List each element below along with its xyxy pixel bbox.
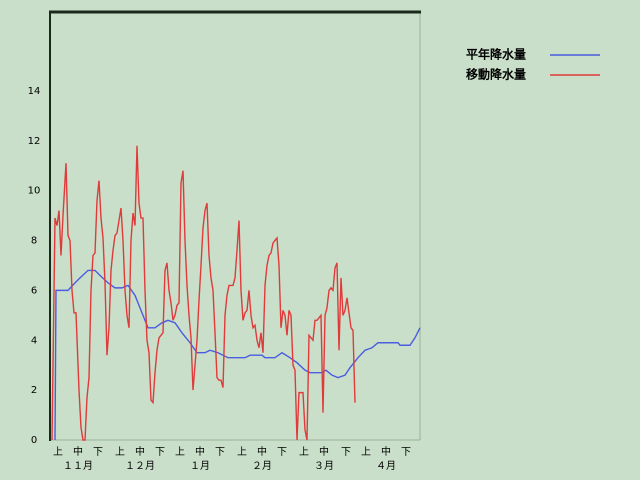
month-label: １２月: [125, 460, 155, 472]
month-label: ２月: [252, 460, 272, 472]
x-tick-label: 中: [257, 445, 267, 458]
month-label: ３月: [314, 460, 334, 472]
y-tick-label: 14: [28, 86, 41, 97]
x-tick-label: 中: [135, 445, 145, 458]
x-tick-label: 上: [237, 446, 247, 458]
y-tick-label: 6: [31, 285, 37, 296]
x-tick-label: 上: [115, 446, 125, 458]
month-label: １月: [190, 460, 210, 472]
series-line: [51, 145, 356, 441]
x-tick-label: 下: [93, 447, 103, 458]
y-tick-label: 2: [31, 385, 37, 396]
x-tick-label: 下: [277, 447, 287, 458]
month-label: ４月: [376, 460, 396, 472]
x-tick-label: 上: [361, 446, 371, 458]
legend-label: 移動降水量: [466, 67, 526, 82]
x-tick-label: 上: [53, 446, 63, 458]
x-tick-label: 上: [175, 446, 185, 458]
x-tick-label: 下: [401, 447, 411, 458]
x-tick-label: 中: [73, 445, 83, 458]
y-tick-label: 12: [28, 136, 41, 147]
x-tick-label: 下: [341, 447, 351, 458]
y-tick-label: 0: [31, 435, 37, 446]
x-tick-label: 中: [319, 445, 329, 458]
x-tick-label: 上: [299, 446, 309, 458]
month-label: １１月: [63, 460, 93, 472]
y-tick-label: 4: [31, 335, 37, 346]
x-tick-label: 下: [155, 447, 165, 458]
x-tick-label: 中: [195, 445, 205, 458]
legend-label: 平年降水量: [466, 47, 526, 62]
x-tick-label: 下: [215, 447, 225, 458]
y-tick-label: 8: [31, 236, 37, 247]
y-tick-label: 10: [28, 186, 41, 197]
x-tick-label: 中: [381, 445, 391, 458]
